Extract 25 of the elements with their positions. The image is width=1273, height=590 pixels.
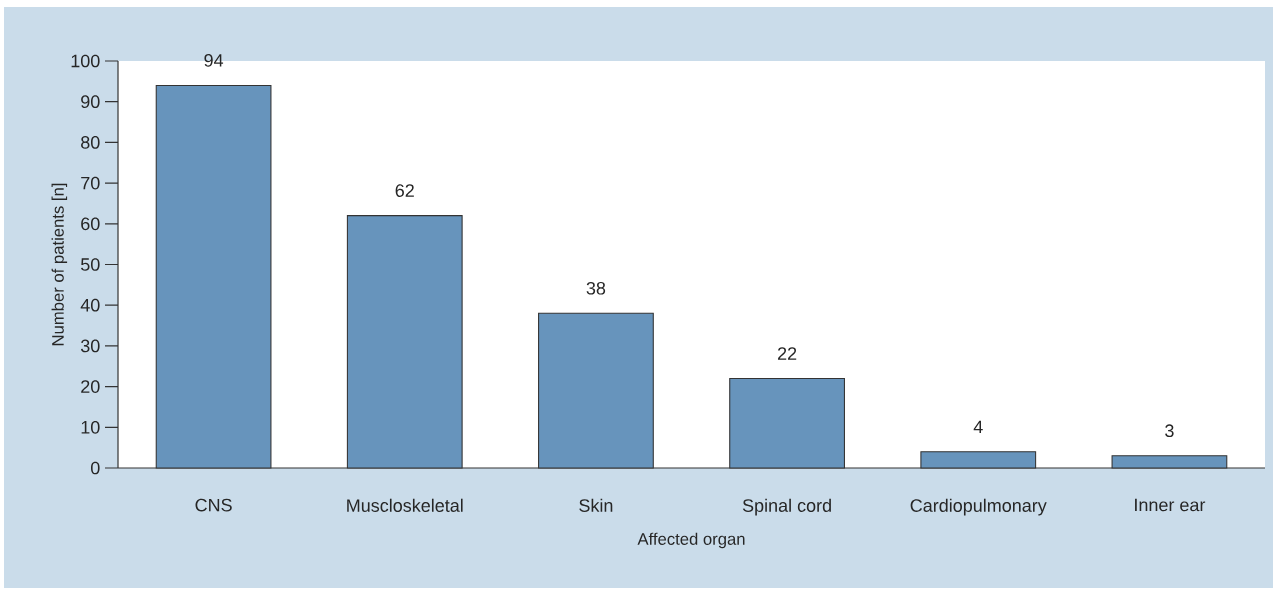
y-tick-label: 80 <box>81 136 100 149</box>
x-tick-label: Cardiopulmonary <box>910 498 1047 516</box>
data-label: 4 <box>973 420 983 434</box>
data-label: 22 <box>777 347 797 360</box>
x-axis-title: Affected organ <box>637 532 745 549</box>
x-tick-label: Muscloskeletal <box>347 498 463 512</box>
data-label: 3 <box>1165 424 1174 438</box>
y-tick-label: 40 <box>80 298 100 312</box>
x-tick-label: Spinal cord <box>742 498 831 516</box>
data-label: 38 <box>586 281 606 295</box>
x-tick-label: Skin <box>579 498 613 512</box>
y-tick-label: 10 <box>81 420 100 434</box>
y-tick-label: 100 <box>71 54 100 68</box>
y-axis-title: Number of patients [n] <box>51 183 68 346</box>
y-tick-label: 0 <box>90 461 100 475</box>
y-tick-label: 90 <box>81 95 100 109</box>
y-tick-label: 50 <box>80 258 100 271</box>
data-label: 94 <box>204 53 224 67</box>
data-label: 62 <box>395 184 414 197</box>
x-tick-label: Inner ear <box>1135 498 1206 512</box>
y-tick-label: 60 <box>81 217 100 231</box>
x-tick-label: CNS <box>195 498 232 512</box>
y-tick-label: 20 <box>81 380 100 393</box>
y-tick-label: 70 <box>81 176 100 190</box>
y-tick-label: 30 <box>80 339 100 353</box>
